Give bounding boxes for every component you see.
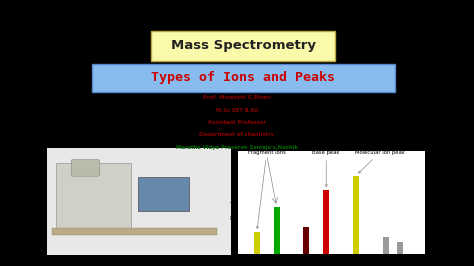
Bar bbox=[353, 176, 359, 253]
Y-axis label: Abundance: Abundance bbox=[231, 185, 236, 220]
Text: Prof. Minakshi G.Birari: Prof. Minakshi G.Birari bbox=[203, 95, 271, 100]
Bar bbox=[323, 190, 329, 253]
Bar bbox=[273, 207, 280, 253]
FancyBboxPatch shape bbox=[138, 177, 189, 211]
Bar bbox=[383, 237, 389, 253]
Text: Base peak: Base peak bbox=[312, 150, 340, 187]
Bar bbox=[254, 232, 260, 253]
FancyBboxPatch shape bbox=[52, 228, 217, 235]
Text: Maratha Vidya Prasarak Samaja's,Nashik: Maratha Vidya Prasarak Samaja's,Nashik bbox=[176, 145, 298, 150]
FancyBboxPatch shape bbox=[151, 31, 335, 61]
FancyBboxPatch shape bbox=[71, 160, 100, 176]
FancyBboxPatch shape bbox=[91, 64, 395, 92]
Bar bbox=[303, 227, 310, 253]
FancyBboxPatch shape bbox=[46, 148, 231, 255]
Bar bbox=[397, 242, 402, 253]
Text: Assistant Professor: Assistant Professor bbox=[208, 120, 266, 125]
Text: Fragment ions: Fragment ions bbox=[248, 150, 286, 228]
FancyBboxPatch shape bbox=[56, 163, 131, 230]
Text: M.Sc SET B.Ed: M.Sc SET B.Ed bbox=[216, 108, 258, 113]
Text: Types of Ions and Peaks: Types of Ions and Peaks bbox=[151, 72, 335, 85]
Text: Molecular ion peak: Molecular ion peak bbox=[355, 150, 405, 173]
X-axis label: m/z: m/z bbox=[326, 254, 337, 259]
Text: Mass Spectrometry: Mass Spectrometry bbox=[171, 39, 316, 52]
Text: Department of chemistry: Department of chemistry bbox=[200, 132, 274, 137]
